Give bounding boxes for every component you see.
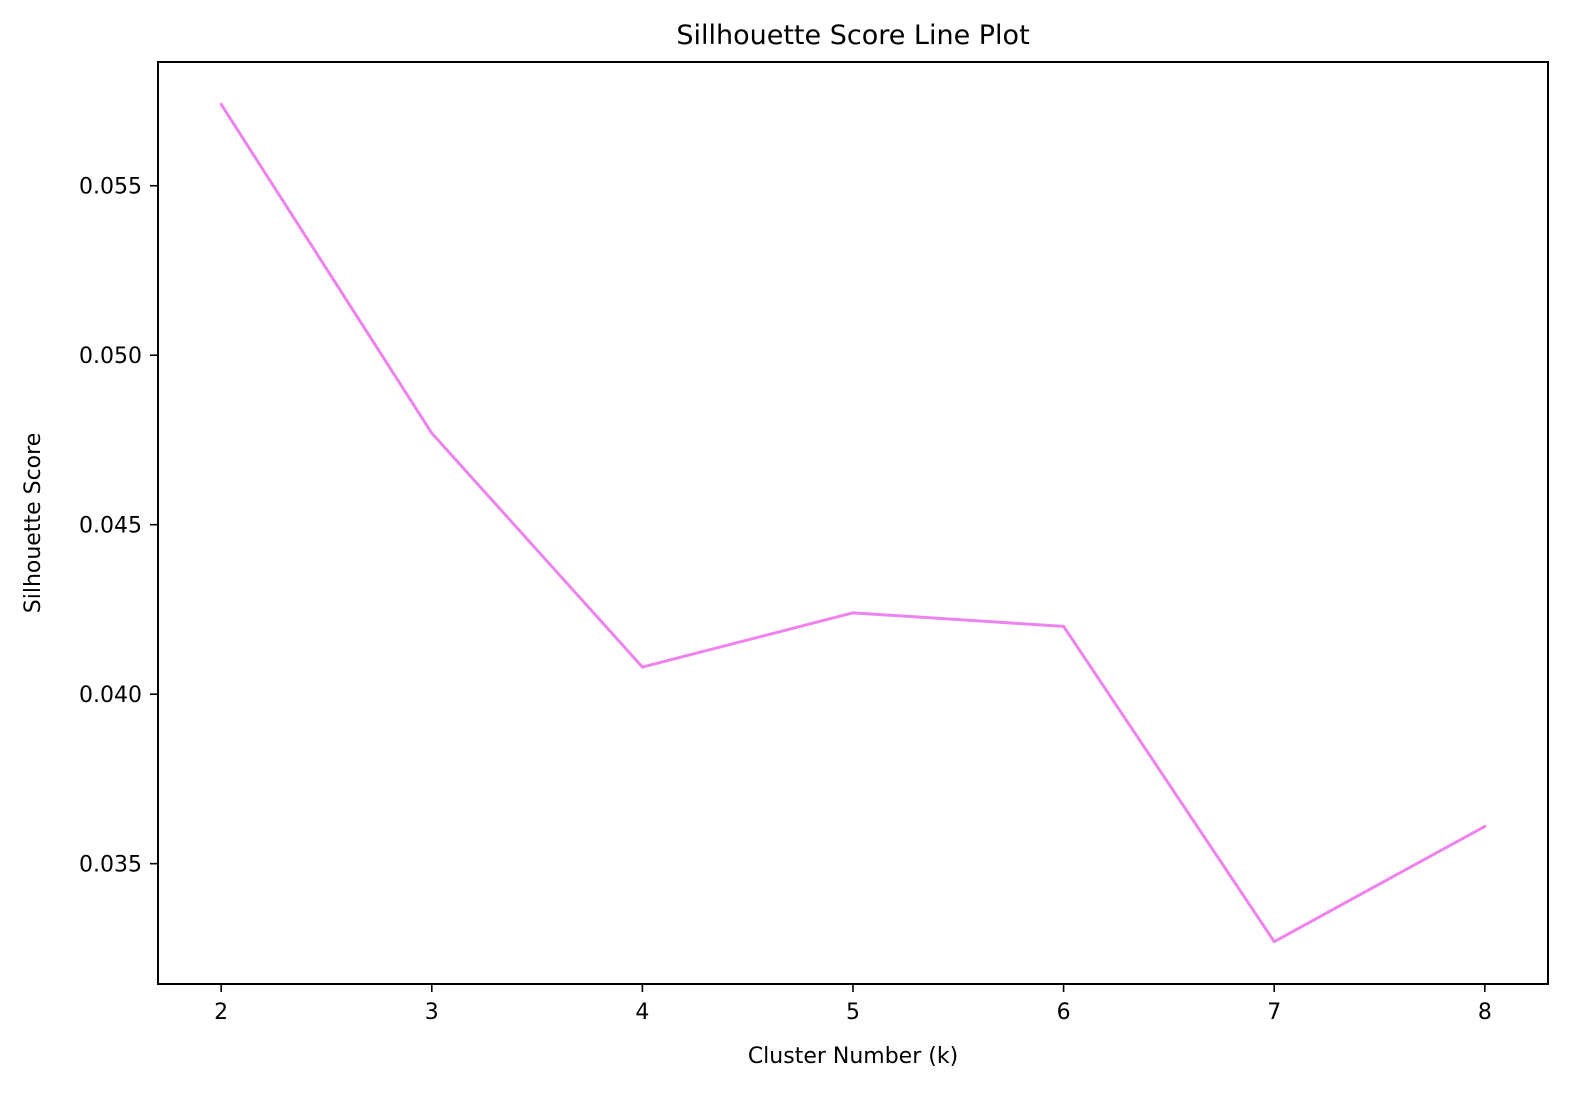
data-point [851, 611, 855, 615]
y-tick-label: 0.045 [79, 514, 142, 539]
chart-title: Sillhouette Score Line Plot [676, 20, 1029, 51]
x-axis-label: Cluster Number (k) [748, 1044, 958, 1069]
y-axis-ticks: 0.035 0.040 0.045 0.050 0.055 [79, 175, 158, 878]
y-tick-label: 0.050 [79, 344, 142, 369]
y-tick-label: 0.040 [79, 683, 142, 708]
x-tick-label: 6 [1057, 1000, 1071, 1025]
plot-frame [157, 61, 1549, 985]
x-axis-ticks: 2 3 4 5 6 7 8 [214, 984, 1492, 1025]
data-point [219, 102, 223, 106]
series-line [219, 103, 1486, 944]
data-point [1483, 824, 1487, 828]
y-axis-label: Silhouette Score [21, 433, 46, 613]
x-tick-label: 2 [214, 1000, 228, 1025]
data-point [430, 431, 434, 435]
x-tick-label: 5 [846, 1000, 860, 1025]
y-tick-label: 0.035 [79, 853, 142, 878]
x-tick-label: 8 [1478, 1000, 1492, 1025]
x-tick-label: 4 [635, 1000, 649, 1025]
data-point [640, 665, 644, 669]
data-point [1272, 940, 1276, 944]
x-tick-label: 3 [425, 1000, 439, 1025]
y-tick-label: 0.055 [79, 175, 142, 200]
data-point [1062, 624, 1066, 628]
x-tick-label: 7 [1267, 1000, 1281, 1025]
series-layer [219, 102, 1487, 944]
